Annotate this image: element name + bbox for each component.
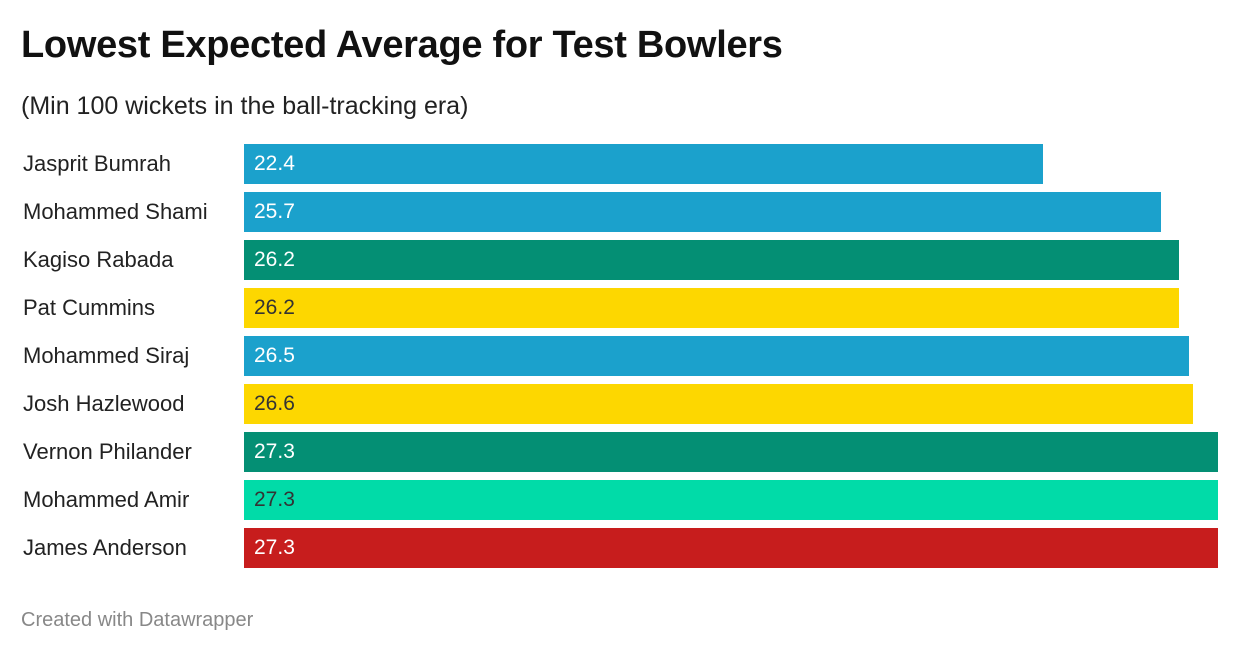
bar <box>244 480 1218 520</box>
bar-value-label: 27.3 <box>254 440 295 463</box>
bar-value-label: 27.3 <box>254 488 295 511</box>
bar-category-label: Mohammed Siraj <box>23 343 190 368</box>
bar <box>244 144 1043 184</box>
bar <box>244 432 1218 472</box>
bar-value-label: 26.6 <box>254 392 295 415</box>
bar-value-label: 22.4 <box>254 152 295 175</box>
bar <box>244 336 1189 376</box>
bar-category-label: Josh Hazlewood <box>23 391 185 416</box>
chart-subtitle: (Min 100 wickets in the ball-tracking er… <box>21 92 469 120</box>
bar-category-label: Pat Cummins <box>23 295 156 320</box>
bar-category-label: Mohammed Amir <box>23 487 190 512</box>
bar-category-label: Kagiso Rabada <box>23 247 174 272</box>
bar-category-label: James Anderson <box>23 535 187 560</box>
bar <box>244 384 1193 424</box>
bar-value-label: 25.7 <box>254 200 295 223</box>
bar-category-label: Mohammed Shami <box>23 199 208 224</box>
chart-title: Lowest Expected Average for Test Bowlers <box>21 24 783 66</box>
bar-category-label: Jasprit Bumrah <box>23 151 171 176</box>
bar-value-label: 26.5 <box>254 344 295 367</box>
bar <box>244 528 1218 568</box>
datawrapper-credit[interactable]: Created with Datawrapper <box>21 609 254 631</box>
bar-value-label: 26.2 <box>254 296 295 319</box>
bar <box>244 240 1179 280</box>
bar <box>244 192 1161 232</box>
bar-value-label: 26.2 <box>254 248 295 271</box>
bar <box>244 288 1179 328</box>
bar-value-label: 27.3 <box>254 536 295 559</box>
bar-category-label: Vernon Philander <box>23 439 192 464</box>
